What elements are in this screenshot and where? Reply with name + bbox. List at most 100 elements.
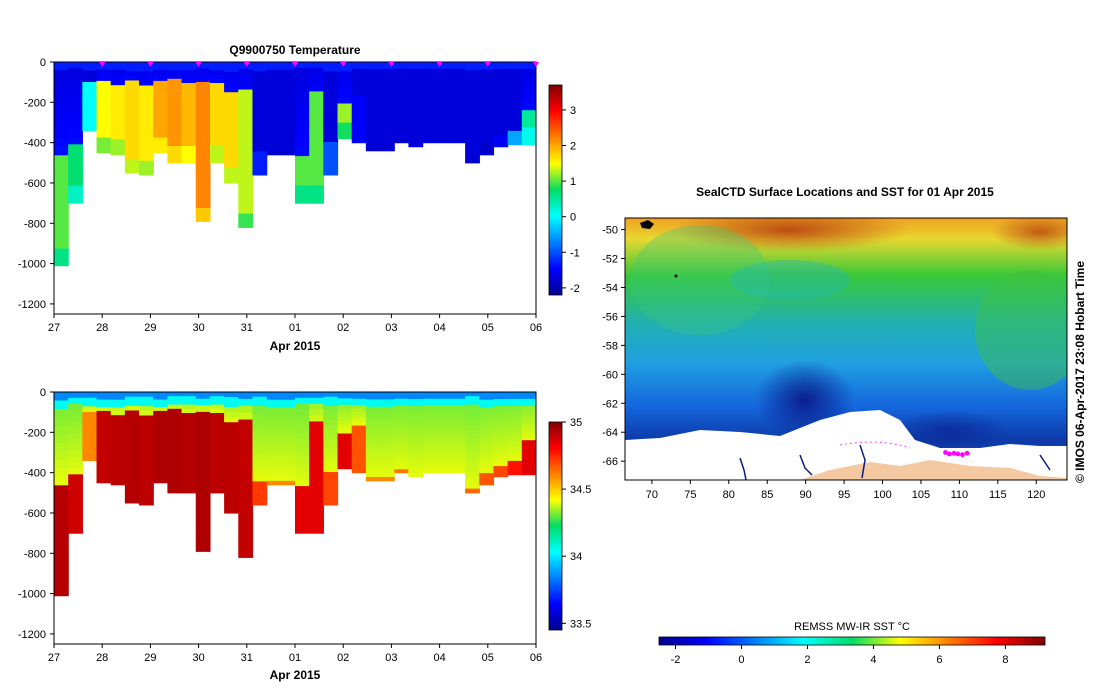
profile-cell (479, 446, 495, 451)
profile-cell (450, 462, 466, 467)
profile-cell (181, 99, 197, 105)
profile-cell (465, 476, 480, 481)
profile-cell (507, 416, 523, 421)
profile-cell (465, 484, 480, 490)
profile-cell (139, 132, 154, 138)
profile-cell (436, 455, 452, 460)
profile-cell (139, 80, 154, 87)
profile-cell (124, 415, 140, 421)
profile-cell (238, 405, 254, 414)
profile-cell (54, 408, 69, 419)
profile-cell (153, 448, 169, 454)
profile-cell (167, 476, 183, 481)
profile-cell (507, 99, 523, 104)
profile-cell (181, 125, 197, 130)
imos-side-label: © IMOS 06-Apr-2017 23:08 Hobart Time (1073, 261, 1087, 483)
profile-cell (507, 433, 523, 438)
profile-cell (110, 465, 126, 470)
profile-cell (82, 87, 98, 92)
profile-cell (337, 122, 353, 127)
profile-column (68, 62, 83, 204)
profile-cell (465, 463, 480, 469)
profile-cell (209, 70, 225, 76)
profile-cell (436, 92, 452, 97)
profile-cell (394, 109, 410, 113)
profile-cell (68, 185, 83, 192)
profile-cell (351, 439, 367, 443)
profile-cell (153, 395, 169, 401)
profile-cell (323, 471, 339, 478)
profile-cell (195, 531, 211, 539)
profile-cell (124, 479, 140, 485)
profile-cell (252, 113, 268, 120)
profile-cell (124, 75, 140, 82)
profile-cell (408, 413, 424, 418)
y-tick-label: -600 (24, 178, 46, 190)
profile-cell (465, 104, 480, 109)
profile-cell (181, 467, 197, 473)
lon-tick-label: 95 (838, 489, 850, 501)
profile-cell (167, 129, 183, 134)
y-tick-label: -800 (24, 548, 46, 560)
profile-cell (181, 417, 197, 422)
profile-cell (139, 127, 154, 134)
profile-cell (124, 80, 140, 86)
profile-cell (351, 92, 367, 97)
profile-cell (209, 87, 225, 92)
profile-cell (82, 394, 98, 399)
lon-tick-label: 90 (800, 489, 812, 501)
profile-cell (436, 442, 452, 447)
profile-cell (209, 480, 225, 485)
profile-cell (394, 469, 410, 474)
profile-column (295, 62, 310, 204)
profile-cell (224, 497, 239, 504)
profile-cell (54, 138, 69, 148)
profile-cell (450, 435, 466, 440)
profile-cell (82, 96, 98, 100)
profile-cell (68, 462, 83, 470)
profile-cell (238, 453, 254, 462)
profile-cell (365, 147, 381, 152)
profile-cell (521, 86, 536, 91)
profile-cell (68, 474, 83, 481)
profile-cell (54, 442, 69, 452)
profile-cell (450, 112, 466, 117)
profile-cell (394, 139, 410, 144)
profile-cell (280, 461, 296, 467)
profile-cell (224, 487, 239, 494)
profile-cell (521, 103, 536, 108)
profile-cell (224, 72, 239, 78)
profile-cell (436, 65, 452, 70)
profile-cell (153, 392, 169, 397)
profile-column (68, 392, 83, 534)
profile-cell (82, 99, 98, 103)
lat-tick-label: -62 (602, 398, 618, 410)
profile-cell (238, 185, 254, 194)
profile-cell (493, 79, 509, 84)
profile-cell (181, 446, 197, 452)
profile-cell (266, 477, 282, 482)
profile-cell (252, 62, 268, 68)
profile-column (337, 62, 353, 140)
profile-cell (422, 82, 438, 87)
profile-cell (110, 131, 126, 137)
profile-cell (479, 442, 495, 447)
profile-cell (238, 206, 254, 215)
sst-field (625, 218, 1067, 480)
profile-cell (309, 114, 324, 122)
profile-cell (252, 127, 268, 134)
profile-cell (351, 62, 367, 66)
profile-cell (351, 102, 367, 107)
profile-cell (68, 173, 83, 181)
profile-cell (295, 468, 310, 475)
profile-cell (351, 122, 367, 127)
profile-cell (521, 65, 536, 70)
profile-cell (521, 450, 536, 455)
profile-cell (68, 191, 83, 198)
profile-cell (365, 469, 381, 474)
profile-cell (521, 460, 536, 465)
profile-cell (167, 78, 183, 84)
profile-cell (252, 429, 268, 435)
profile-cell (450, 412, 466, 417)
salinity-panel: 0-200-400-600-800-1000-1200 27 28 29 30 31 01… (18, 387, 592, 682)
